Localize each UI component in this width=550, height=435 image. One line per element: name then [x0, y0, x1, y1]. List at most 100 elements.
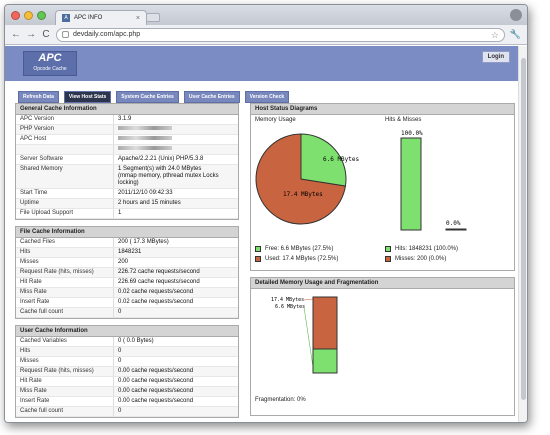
url-text: devdaily.com/apc.php	[73, 31, 141, 38]
row-key: Hit Rate	[16, 377, 114, 386]
section-title: File Cache Information	[16, 227, 238, 238]
misses-legend-text: Misses: 200 (0.0%)	[395, 256, 447, 262]
info-row: Request Rate (hits, misses) 226.72 cache …	[16, 268, 238, 278]
fragmentation-diagram: 17.4 MBytes 6.6 MBytes	[271, 296, 338, 374]
login-button[interactable]: Login	[481, 51, 510, 63]
info-row: Hits 0	[16, 347, 238, 357]
row-key: Start Time	[16, 189, 114, 198]
row-key: Cache full count	[16, 407, 114, 416]
row-key: Hit Rate	[16, 278, 114, 287]
row-value: 0	[118, 358, 122, 364]
row-key: Insert Rate	[16, 298, 114, 307]
row-key: Cached Files	[16, 238, 114, 247]
hit-percent-label: 100.0%	[401, 130, 423, 137]
hits-legend-text: Hits: 1848231 (100.0%)	[395, 246, 459, 252]
view-host-stats-button[interactable]: View Host Stats	[63, 91, 112, 103]
row-value: 2011/12/10 09:42:33	[118, 190, 173, 196]
info-row: Misses 200	[16, 258, 238, 268]
row-value: 0.00 cache requests/second	[118, 398, 194, 404]
back-icon[interactable]: ←	[11, 29, 21, 40]
used-legend-item: Used: 17.4 MBytes (72.5%)	[255, 254, 338, 264]
window-controls	[11, 11, 46, 20]
row-key: File Upload Support	[16, 209, 114, 218]
miss-bar	[445, 228, 467, 231]
row-key: Miss Rate	[16, 288, 114, 297]
row-value	[114, 145, 238, 154]
host-status-diagrams: Memory Usage 6.6 MBytes 17.4 MBytes Free…	[251, 115, 514, 270]
info-row: Miss Rate 0.02 cache requests/second	[16, 288, 238, 298]
apc-favicon-icon: A	[62, 14, 70, 22]
row-value	[114, 135, 238, 144]
info-section: File Cache Information Cached Files 200 ( …	[15, 226, 239, 319]
info-row: APC Version 3.1.9	[16, 115, 238, 125]
info-row: File Upload Support 1	[16, 209, 238, 219]
info-row: Start Time 2011/12/10 09:42:33	[16, 189, 238, 199]
free-slice-label: 6.6 MBytes	[323, 156, 360, 163]
row-value: 3.1.9	[118, 116, 132, 122]
free-fragment-label: 6.6 MBytes	[275, 304, 305, 310]
row-key: Miss Rate	[16, 387, 114, 396]
row-value: 1 Segment(s) with 24.0 MBytes (mmap memo…	[118, 166, 219, 186]
browser-window: A APC INFO × ← → C devdaily.com/apc.php …	[4, 4, 528, 423]
row-key	[16, 145, 114, 154]
free-legend-item: Free: 6.6 MBytes (27.5%)	[255, 244, 338, 254]
hits-legend-item: Hits: 1848231 (100.0%)	[385, 244, 458, 254]
free-swatch	[255, 246, 261, 252]
info-row	[16, 145, 238, 155]
address-bar[interactable]: devdaily.com/apc.php ☆	[56, 27, 505, 42]
system-cache-entries-button[interactable]: System Cache Entries	[116, 91, 179, 103]
row-value: 0.00 cache requests/second	[118, 388, 194, 394]
info-row: Cached Files 200 ( 17.3 MBytes)	[16, 238, 238, 248]
version-check-button[interactable]: Version Check	[244, 91, 290, 103]
page-content: APC Opcode Cache Login Refresh Data View…	[5, 46, 518, 422]
row-value: Apache/2.2.21 (Unix) PHP/5.3.8	[118, 156, 204, 162]
vertical-scrollbar[interactable]	[518, 46, 527, 422]
row-key: Cached Variables	[16, 337, 114, 346]
logo-title: APC	[38, 52, 62, 64]
misses-legend-item: Misses: 200 (0.0%)	[385, 254, 458, 264]
info-row: Hit Rate 226.69 cache requests/second	[16, 278, 238, 288]
row-key: Uptime	[16, 199, 114, 208]
used-swatch	[255, 256, 261, 262]
user-cache-entries-button[interactable]: User Cache Entries	[183, 91, 240, 103]
wrench-icon[interactable]: 🔧	[509, 29, 521, 39]
browser-tab[interactable]: A APC INFO ×	[55, 10, 147, 25]
row-key: Cache full count	[16, 308, 114, 317]
close-window-icon[interactable]	[11, 11, 20, 20]
apc-header: APC Opcode Cache Login	[5, 46, 518, 81]
tab-title: APC INFO	[74, 15, 103, 21]
info-row: Insert Rate 0.00 cache requests/second	[16, 397, 238, 407]
info-row: Request Rate (hits, misses) 0.00 cache re…	[16, 367, 238, 377]
fragmentation-value: Fragmentation: 0%	[255, 397, 306, 403]
close-tab-icon[interactable]: ×	[135, 14, 140, 22]
scroll-thumb[interactable]	[521, 58, 526, 400]
info-row: Server Software Apache/2.2.21 (Unix) PHP/…	[16, 155, 238, 165]
info-row: Cache full count 0	[16, 308, 238, 318]
memory-pie: 6.6 MBytes 17.4 MBytes	[255, 133, 360, 225]
row-value: 226.69 cache requests/second	[118, 279, 200, 285]
zoom-window-icon[interactable]	[37, 11, 46, 20]
tab-bar: A APC INFO ×	[5, 5, 527, 25]
reload-icon[interactable]: C	[42, 29, 50, 40]
row-value: 0.02 cache requests/second	[118, 299, 194, 305]
action-buttons: Refresh Data View Host Stats System Cach…	[18, 91, 290, 103]
refresh-data-button[interactable]: Refresh Data	[18, 91, 59, 103]
bookmark-star-icon[interactable]: ☆	[490, 29, 499, 40]
forward-icon[interactable]: →	[26, 29, 36, 40]
new-tab-button[interactable]	[146, 13, 160, 22]
apc-logo: APC Opcode Cache	[23, 51, 77, 76]
row-key: Insert Rate	[16, 397, 114, 406]
minimize-window-icon[interactable]	[24, 11, 33, 20]
row-key: APC Host	[16, 135, 114, 144]
row-key: Request Rate (hits, misses)	[16, 268, 114, 277]
row-value: 0	[118, 348, 122, 354]
info-section: User Cache Information Cached Variables 0 …	[15, 325, 239, 418]
redacted-value	[118, 136, 172, 140]
free-connector	[303, 306, 314, 368]
row-value: 0	[118, 309, 122, 315]
row-value: 0	[118, 408, 122, 414]
hits-misses-title: Hits & Misses	[385, 117, 422, 123]
fragmentation-title: Detailed Memory Usage and Fragmentation	[251, 278, 514, 289]
row-key: Hits	[16, 248, 114, 257]
info-row: Miss Rate 0.00 cache requests/second	[16, 387, 238, 397]
